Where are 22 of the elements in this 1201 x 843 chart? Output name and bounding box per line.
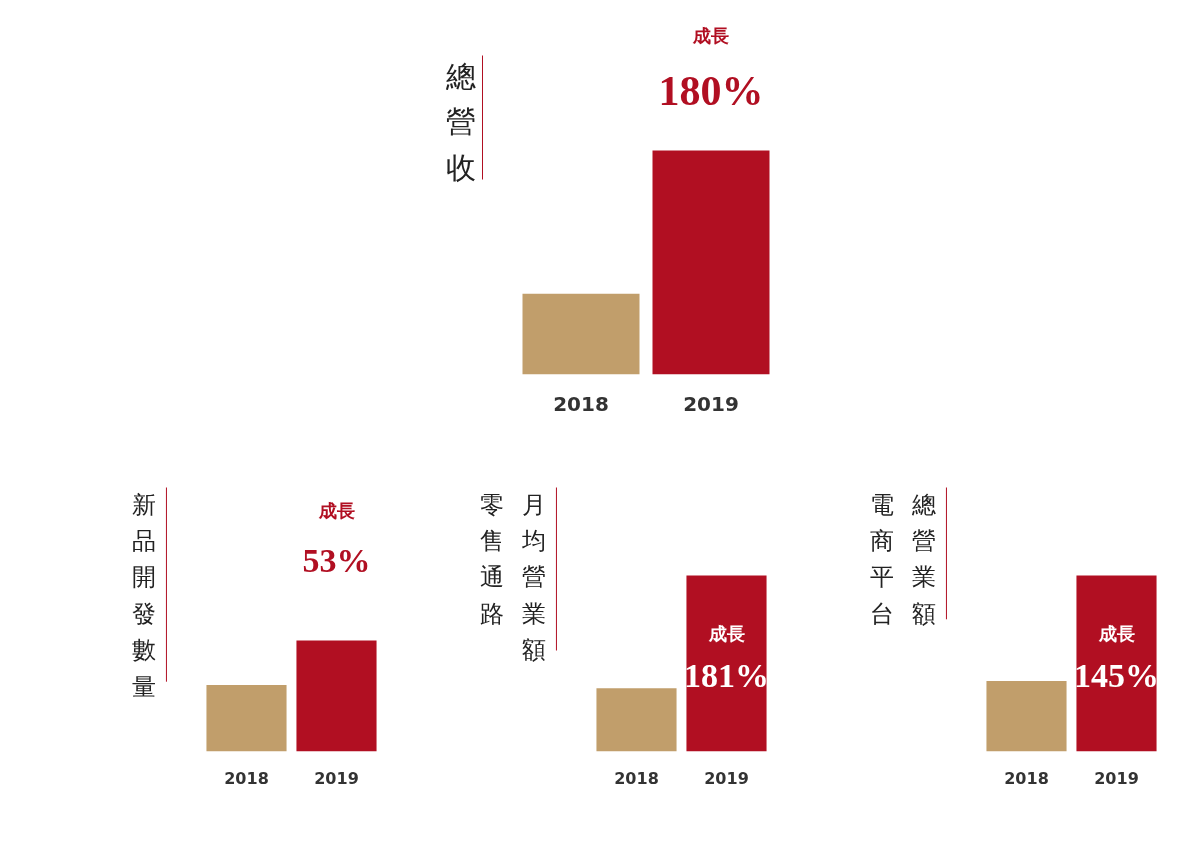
text: 180% bbox=[658, 67, 764, 114]
x-tick-label: 2018 bbox=[1004, 768, 1049, 788]
annotation: 181% bbox=[684, 657, 769, 694]
annotation: 成長 bbox=[1097, 623, 1135, 644]
annotation: 成長 bbox=[707, 623, 745, 644]
x-tick-label: 2018 bbox=[224, 768, 269, 788]
x-tick-label: 2018 bbox=[553, 391, 609, 416]
x-tick-label: 2019 bbox=[683, 391, 739, 416]
chart-title: 新品開發數量 bbox=[132, 490, 157, 701]
x-tick-label: 2019 bbox=[1094, 768, 1139, 788]
text: 成長 bbox=[692, 25, 729, 46]
x-tick-label: 2019 bbox=[704, 768, 749, 788]
chart-subtitle: 月均營業額 bbox=[521, 490, 547, 665]
chart-title: 電商平台 bbox=[870, 490, 895, 628]
x-tick-label: 2018 bbox=[614, 768, 659, 788]
text: 53% bbox=[302, 542, 371, 579]
chart-subtitle: 總營業額 bbox=[911, 490, 937, 628]
x-tick-label: 2019 bbox=[314, 768, 359, 788]
chart-title: 零售通路 bbox=[480, 490, 505, 628]
text: 成長 bbox=[317, 500, 355, 521]
chart-title: 總營收 bbox=[444, 58, 476, 185]
annotation: 145% bbox=[1074, 657, 1159, 694]
